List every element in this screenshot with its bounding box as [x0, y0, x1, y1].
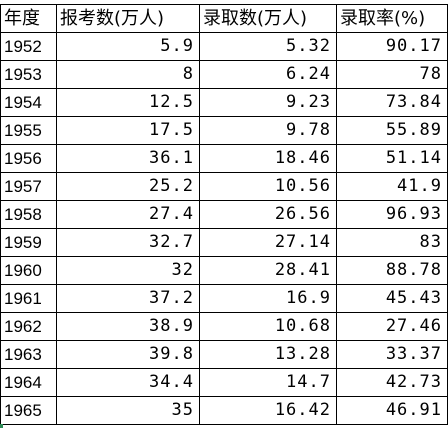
- cell-admission-rate[interactable]: 55.89: [336, 116, 448, 145]
- cell-applicants[interactable]: 38.9: [56, 312, 200, 341]
- table-row: 1963 39.8 13.28 33.37: [0, 340, 448, 369]
- cell-admission-rate[interactable]: 42.73: [336, 368, 448, 397]
- table-row: 1953 8 6.24 78: [0, 60, 448, 89]
- cell-admission-rate[interactable]: 45.43: [336, 284, 448, 313]
- cell-admitted[interactable]: 6.24: [199, 60, 337, 89]
- header-cell-admission-rate[interactable]: 录取率(%): [336, 4, 448, 33]
- header-cell-year[interactable]: 年度: [0, 4, 57, 33]
- table-row: 1954 12.5 9.23 73.84: [0, 88, 448, 117]
- cell-year[interactable]: 1957: [0, 172, 57, 201]
- table-row: 1958 27.4 26.56 96.93: [0, 200, 448, 229]
- cell-year[interactable]: 1959: [0, 228, 57, 257]
- cell-admission-rate[interactable]: 46.91: [336, 396, 448, 425]
- cell-admitted[interactable]: 18.46: [199, 144, 337, 173]
- cell-applicants[interactable]: 17.5: [56, 116, 200, 145]
- cell-admission-rate[interactable]: 88.78: [336, 256, 448, 285]
- cell-admitted[interactable]: 10.56: [199, 172, 337, 201]
- cell-admitted[interactable]: 27.14: [199, 228, 337, 257]
- table-row: 1959 32.7 27.14 83: [0, 228, 448, 257]
- cell-year[interactable]: 1953: [0, 60, 57, 89]
- cell-applicants[interactable]: 32.7: [56, 228, 200, 257]
- cell-admitted[interactable]: 16.42: [199, 396, 337, 425]
- admission-table: 年度 报考数(万人) 录取数(万人) 录取率(%) 1952 5.9 5.32 90.…: [0, 4, 448, 425]
- cell-admission-rate[interactable]: 41.9: [336, 172, 448, 201]
- cell-year[interactable]: 1963: [0, 340, 57, 369]
- cell-year[interactable]: 1954: [0, 88, 57, 117]
- cell-applicants[interactable]: 35: [56, 396, 200, 425]
- header-cell-admitted[interactable]: 录取数(万人): [199, 4, 337, 33]
- cell-applicants[interactable]: 27.4: [56, 200, 200, 229]
- table-row: 1962 38.9 10.68 27.46: [0, 312, 448, 341]
- cell-admitted[interactable]: 13.28: [199, 340, 337, 369]
- cell-admission-rate[interactable]: 83: [336, 228, 448, 257]
- cell-applicants[interactable]: 5.9: [56, 32, 200, 61]
- table-row: 1965 35 16.42 46.91: [0, 396, 448, 425]
- table-row: 1964 34.4 14.7 42.73: [0, 368, 448, 397]
- cell-year[interactable]: 1960: [0, 256, 57, 285]
- cell-year[interactable]: 1964: [0, 368, 57, 397]
- cell-applicants[interactable]: 36.1: [56, 144, 200, 173]
- cell-admitted[interactable]: 10.68: [199, 312, 337, 341]
- table-row: 1956 36.1 18.46 51.14: [0, 144, 448, 173]
- cell-admitted[interactable]: 9.78: [199, 116, 337, 145]
- header-cell-applicants[interactable]: 报考数(万人): [56, 4, 200, 33]
- cell-admitted[interactable]: 5.32: [199, 32, 337, 61]
- cell-admission-rate[interactable]: 33.37: [336, 340, 448, 369]
- cell-selection-marker: [0, 424, 3, 428]
- cell-admission-rate[interactable]: 90.17: [336, 32, 448, 61]
- cell-admission-rate[interactable]: 96.93: [336, 200, 448, 229]
- table-body: 1952 5.9 5.32 90.17 1953 8 6.24 78 1954 12.5 9.23 7…: [0, 32, 448, 425]
- cell-applicants[interactable]: 12.5: [56, 88, 200, 117]
- table-row: 1957 25.2 10.56 41.9: [0, 172, 448, 201]
- cell-admission-rate[interactable]: 27.46: [336, 312, 448, 341]
- cell-admitted[interactable]: 16.9: [199, 284, 337, 313]
- cell-admitted[interactable]: 14.7: [199, 368, 337, 397]
- cell-year[interactable]: 1955: [0, 116, 57, 145]
- cell-admitted[interactable]: 26.56: [199, 200, 337, 229]
- cell-applicants[interactable]: 37.2: [56, 284, 200, 313]
- table-row: 1952 5.9 5.32 90.17: [0, 32, 448, 61]
- cell-year[interactable]: 1958: [0, 200, 57, 229]
- table-row: 1960 32 28.41 88.78: [0, 256, 448, 285]
- cell-applicants[interactable]: 39.8: [56, 340, 200, 369]
- cell-admitted[interactable]: 28.41: [199, 256, 337, 285]
- table-row: 1961 37.2 16.9 45.43: [0, 284, 448, 313]
- cell-admission-rate[interactable]: 78: [336, 60, 448, 89]
- cell-applicants[interactable]: 8: [56, 60, 200, 89]
- cell-admission-rate[interactable]: 51.14: [336, 144, 448, 173]
- header-row: 年度 报考数(万人) 录取数(万人) 录取率(%): [0, 4, 448, 33]
- cell-year[interactable]: 1961: [0, 284, 57, 313]
- cell-admission-rate[interactable]: 73.84: [336, 88, 448, 117]
- cell-year[interactable]: 1952: [0, 32, 57, 61]
- cell-admitted[interactable]: 9.23: [199, 88, 337, 117]
- cell-year[interactable]: 1962: [0, 312, 57, 341]
- cell-applicants[interactable]: 25.2: [56, 172, 200, 201]
- table-row: 1955 17.5 9.78 55.89: [0, 116, 448, 145]
- cell-applicants[interactable]: 32: [56, 256, 200, 285]
- cell-year[interactable]: 1965: [0, 396, 57, 425]
- cell-applicants[interactable]: 34.4: [56, 368, 200, 397]
- cell-year[interactable]: 1956: [0, 144, 57, 173]
